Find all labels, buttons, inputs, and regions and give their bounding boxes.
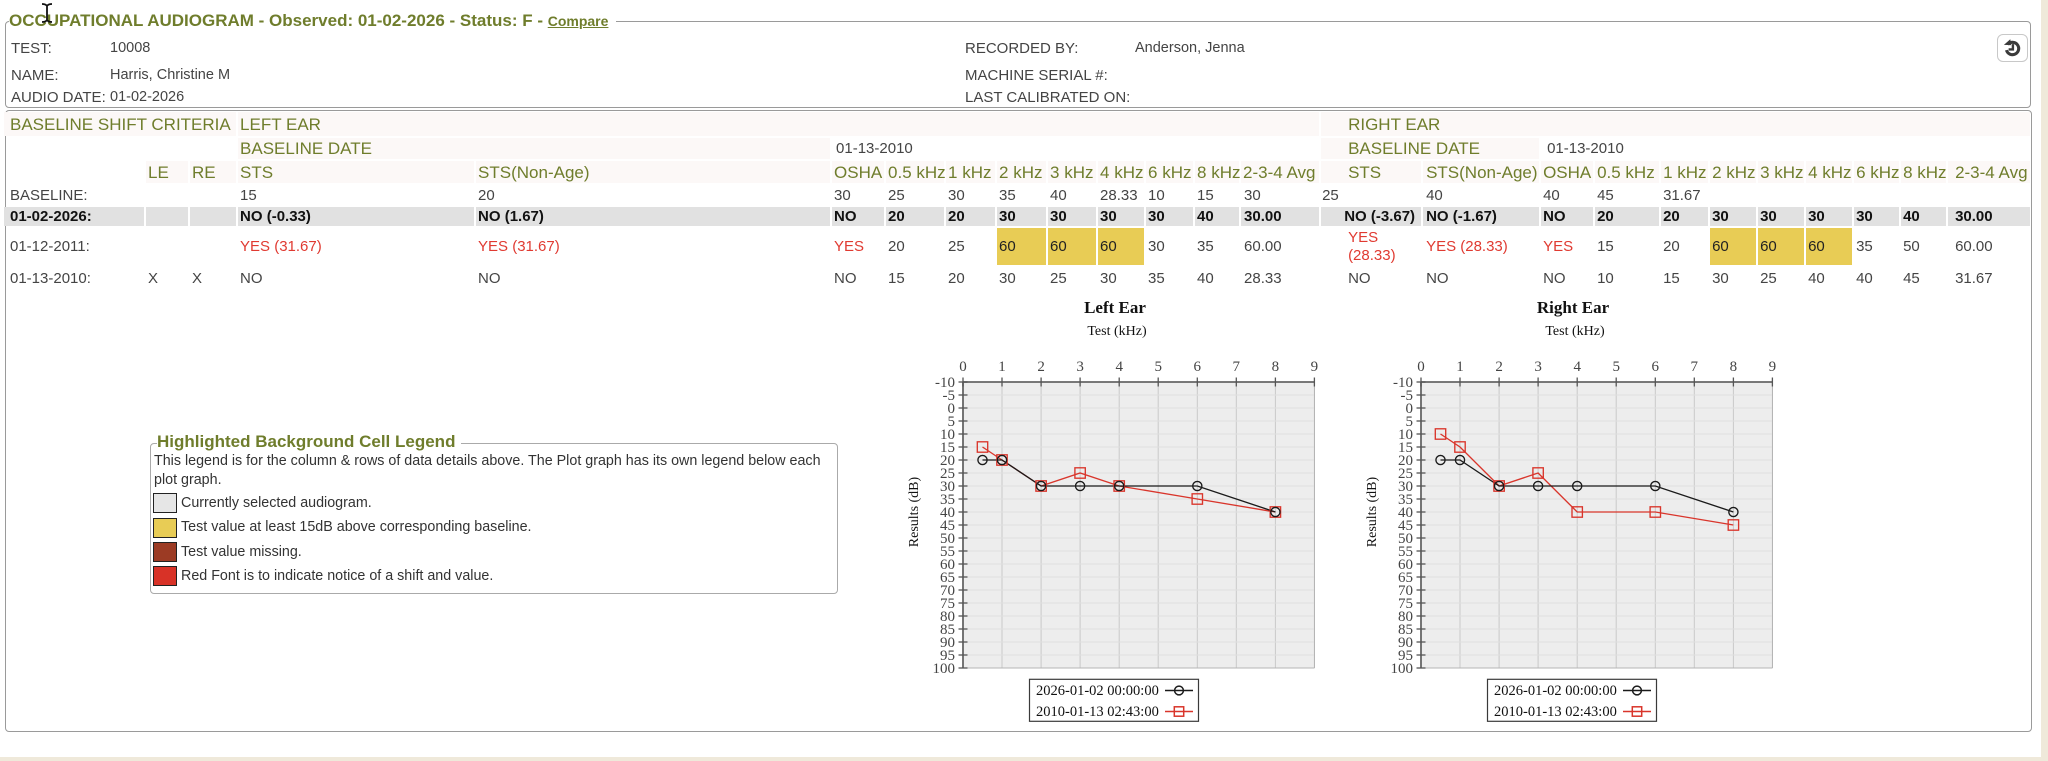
svg-text:4: 4	[1573, 359, 1581, 375]
svg-text:0: 0	[1417, 359, 1425, 375]
svg-text:75: 75	[1398, 596, 1413, 612]
svg-text:35: 35	[1398, 492, 1413, 508]
svg-text:20: 20	[940, 453, 955, 469]
svg-text:50: 50	[940, 531, 955, 547]
svg-text:9: 9	[1311, 359, 1319, 375]
svg-text:50: 50	[1398, 531, 1413, 547]
svg-text:90: 90	[1398, 635, 1413, 651]
svg-text:2010-01-13 02:43:00: 2010-01-13 02:43:00	[1494, 704, 1617, 720]
svg-text:7: 7	[1233, 359, 1241, 375]
svg-text:Results (dB): Results (dB)	[907, 476, 922, 547]
svg-text:45: 45	[1398, 518, 1413, 534]
svg-text:8: 8	[1272, 359, 1280, 375]
svg-text:15: 15	[940, 440, 955, 456]
svg-text:-5: -5	[943, 388, 956, 404]
svg-text:2026-01-02 00:00:00: 2026-01-02 00:00:00	[1036, 683, 1159, 699]
svg-text:85: 85	[940, 622, 955, 638]
svg-text:90: 90	[940, 635, 955, 651]
svg-text:95: 95	[1398, 648, 1413, 664]
svg-text:6: 6	[1652, 359, 1660, 375]
svg-text:2: 2	[1495, 359, 1503, 375]
svg-text:55: 55	[940, 544, 955, 560]
svg-text:35: 35	[940, 492, 955, 508]
svg-text:5: 5	[948, 414, 956, 430]
svg-text:80: 80	[1398, 609, 1413, 625]
svg-text:5: 5	[1406, 414, 1414, 430]
svg-text:85: 85	[1398, 622, 1413, 638]
svg-text:40: 40	[940, 505, 955, 521]
svg-text:Results (dB): Results (dB)	[1365, 476, 1380, 547]
svg-text:2: 2	[1037, 359, 1045, 375]
svg-text:2010-01-13 02:43:00: 2010-01-13 02:43:00	[1036, 704, 1159, 720]
svg-text:60: 60	[940, 557, 955, 573]
svg-text:60: 60	[1398, 557, 1413, 573]
svg-text:45: 45	[940, 518, 955, 534]
svg-text:40: 40	[1398, 505, 1413, 521]
svg-text:10: 10	[940, 427, 955, 443]
svg-text:0: 0	[959, 359, 967, 375]
svg-text:-5: -5	[1401, 388, 1414, 404]
svg-text:3: 3	[1534, 359, 1542, 375]
svg-text:7: 7	[1691, 359, 1699, 375]
svg-text:2026-01-02 00:00:00: 2026-01-02 00:00:00	[1494, 683, 1617, 699]
svg-text:Right Ear: Right Ear	[1537, 298, 1610, 317]
svg-text:4: 4	[1115, 359, 1123, 375]
svg-text:Left Ear: Left Ear	[1084, 298, 1146, 317]
svg-text:30: 30	[1398, 479, 1413, 495]
svg-text:65: 65	[1398, 570, 1413, 586]
svg-text:0: 0	[948, 401, 956, 417]
svg-text:Test (kHz): Test (kHz)	[1087, 324, 1147, 339]
svg-text:0: 0	[1406, 401, 1414, 417]
svg-text:25: 25	[1398, 466, 1413, 482]
svg-text:80: 80	[940, 609, 955, 625]
svg-text:10: 10	[1398, 427, 1413, 443]
svg-text:75: 75	[940, 596, 955, 612]
svg-text:70: 70	[940, 583, 955, 599]
svg-text:55: 55	[1398, 544, 1413, 560]
svg-text:6: 6	[1194, 359, 1202, 375]
svg-text:8: 8	[1730, 359, 1738, 375]
svg-text:1: 1	[1456, 359, 1464, 375]
svg-text:65: 65	[940, 570, 955, 586]
svg-text:1: 1	[998, 359, 1006, 375]
svg-text:5: 5	[1612, 359, 1620, 375]
svg-text:30: 30	[940, 479, 955, 495]
svg-text:3: 3	[1076, 359, 1084, 375]
svg-text:Test (kHz): Test (kHz)	[1545, 324, 1605, 339]
svg-text:25: 25	[940, 466, 955, 482]
svg-text:20: 20	[1398, 453, 1413, 469]
svg-text:5: 5	[1154, 359, 1162, 375]
svg-text:15: 15	[1398, 440, 1413, 456]
svg-text:-10: -10	[935, 375, 955, 391]
svg-text:95: 95	[940, 648, 955, 664]
svg-text:-10: -10	[1393, 375, 1413, 391]
svg-text:9: 9	[1769, 359, 1777, 375]
svg-text:70: 70	[1398, 583, 1413, 599]
svg-text:100: 100	[933, 661, 956, 677]
svg-text:100: 100	[1391, 661, 1414, 677]
